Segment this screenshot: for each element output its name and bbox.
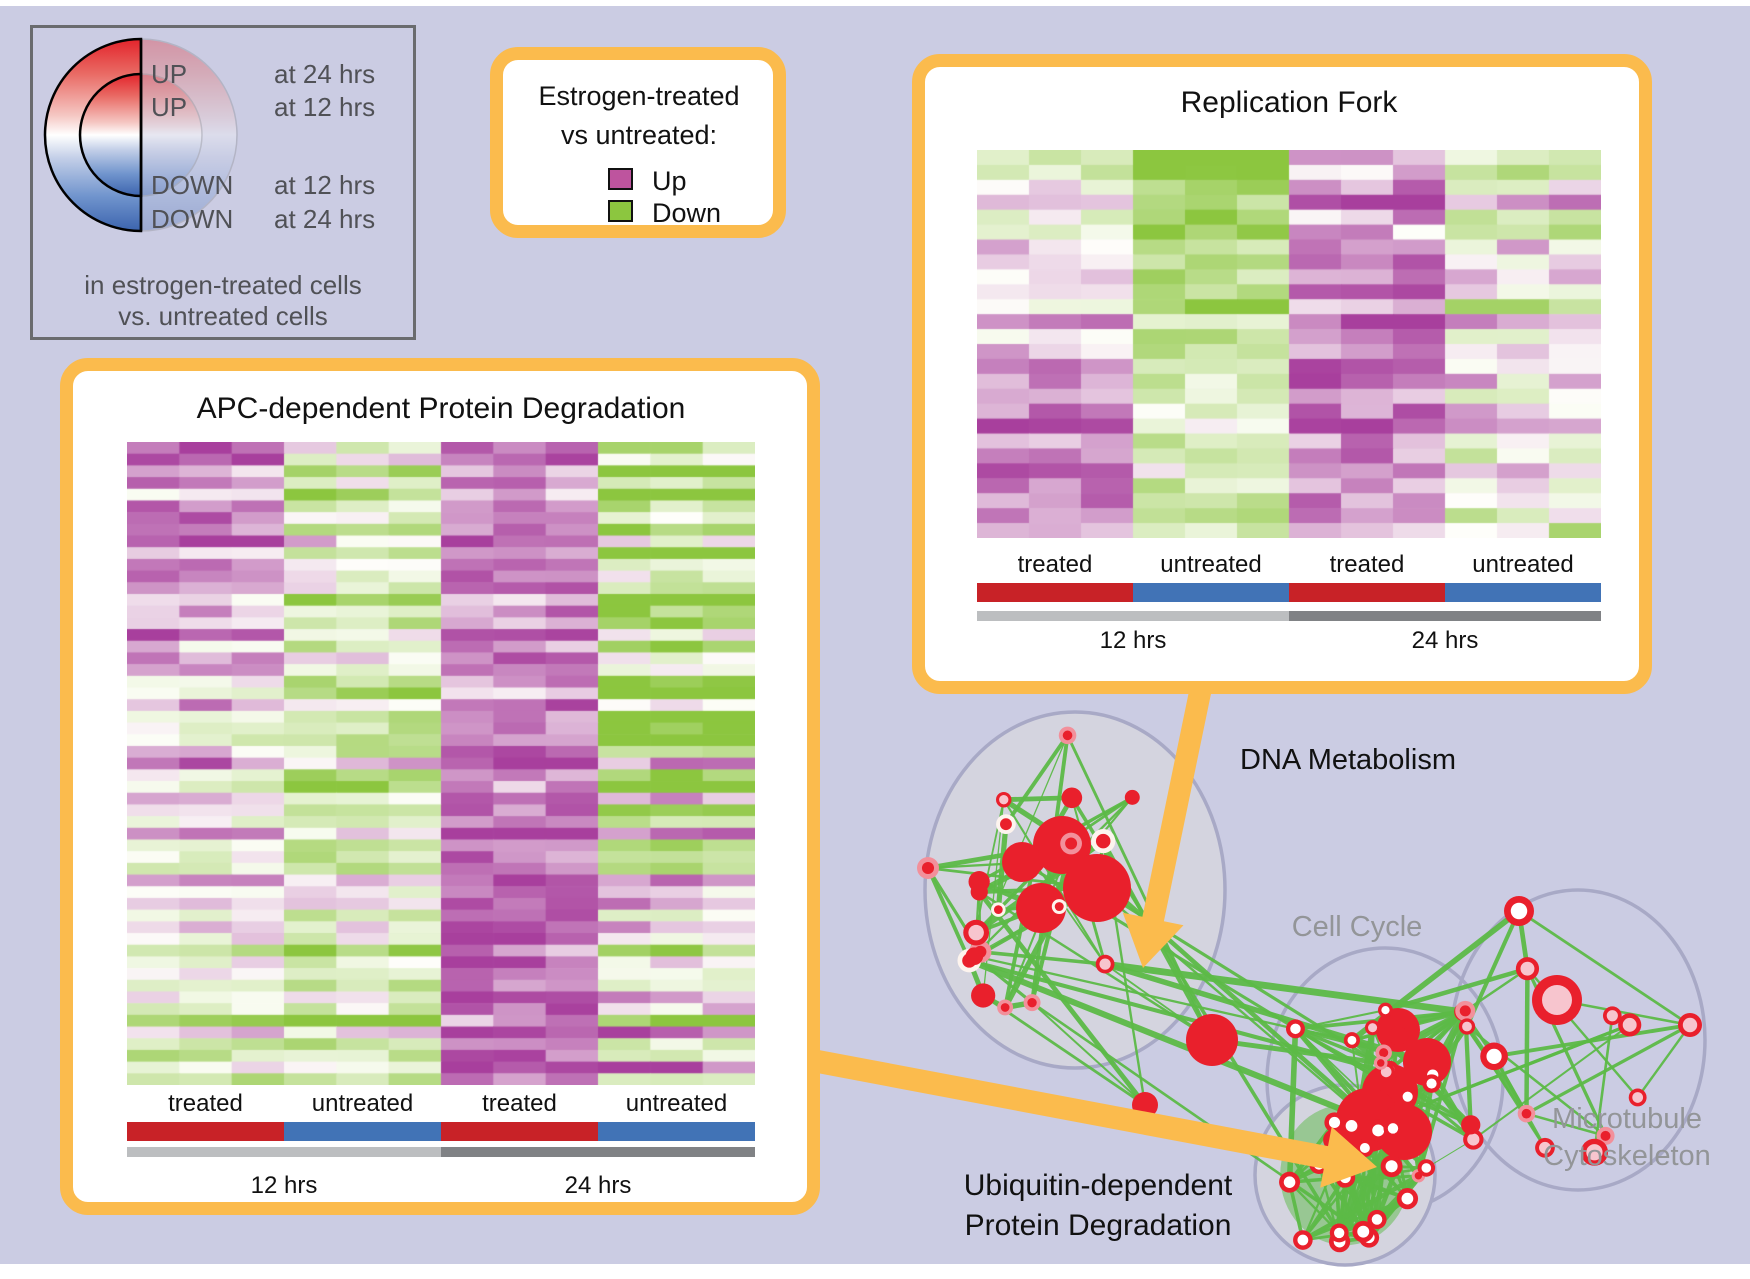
rf-timebar-24h: [1289, 611, 1601, 621]
legend-dir-down24: DOWN: [151, 204, 233, 235]
legend-caption-line1: in estrogen-treated cells: [33, 270, 413, 301]
legend-caption-line2: vs. untreated cells: [33, 301, 413, 332]
apc-heatmap: [127, 442, 755, 1085]
apc-col-label-untreated-24h: untreated: [598, 1090, 755, 1118]
cluster-label-cell-cycle: Cell Cycle: [1217, 911, 1497, 944]
apc-bar-untreated-24h: [598, 1122, 755, 1141]
apc-bar-treated-12h: [127, 1122, 284, 1141]
replication-fork-title: Replication Fork: [989, 86, 1589, 120]
apc-time-label-24h: 24 hrs: [498, 1172, 698, 1200]
rf-bar-treated-12h: [977, 583, 1133, 602]
apc-timebar-24h: [441, 1147, 755, 1157]
updown-legend-box: UP at 24 hrs UP at 12 hrs DOWN at 12 hrs…: [30, 25, 416, 340]
apc-col-label-treated-12h: treated: [127, 1090, 284, 1118]
legend-time-down24: at 24 hrs: [274, 204, 375, 235]
cluster-label-microtubule-line2: Cytoskeleton: [1477, 1140, 1750, 1173]
down-label: Down: [652, 198, 721, 229]
legend-dir-up24: UP: [151, 59, 187, 90]
apc-time-label-12h: 12 hrs: [184, 1172, 384, 1200]
legend-time-up24: at 24 hrs: [274, 59, 375, 90]
figure-canvas: UP at 24 hrs UP at 12 hrs DOWN at 12 hrs…: [0, 0, 1750, 1279]
rf-col-label-treated-24h: treated: [1289, 551, 1445, 579]
rf-time-label-12h: 12 hrs: [1033, 627, 1233, 655]
rf-col-label-treated-12h: treated: [977, 551, 1133, 579]
apc-col-label-untreated-12h: untreated: [284, 1090, 441, 1118]
rf-bar-treated-24h: [1289, 583, 1445, 602]
estrogen-color-legend: Estrogen-treated vs untreated: Up Down: [490, 47, 786, 238]
legend-time-up12: at 12 hrs: [274, 92, 375, 123]
apc-bar-untreated-12h: [284, 1122, 441, 1141]
down-color-swatch: [608, 200, 633, 222]
legend-dir-down12: DOWN: [151, 170, 233, 201]
apc-col-label-treated-24h: treated: [441, 1090, 598, 1118]
legend-dir-up12: UP: [151, 92, 187, 123]
legend-time-down12: at 12 hrs: [274, 170, 375, 201]
up-color-swatch: [608, 168, 633, 190]
rf-bar-untreated-24h: [1445, 583, 1601, 602]
rf-timebar-12h: [977, 611, 1289, 621]
rf-col-label-untreated-24h: untreated: [1445, 551, 1601, 579]
rf-bar-untreated-12h: [1133, 583, 1289, 602]
up-label: Up: [652, 166, 687, 197]
cluster-label-ubiquitin-line2: Protein Degradation: [948, 1209, 1248, 1243]
apc-title: APC-dependent Protein Degradation: [141, 392, 741, 426]
apc-bar-treated-24h: [441, 1122, 598, 1141]
color-legend-title-line1: Estrogen-treated: [503, 81, 775, 112]
cluster-label-ubiquitin-line1: Ubiquitin-dependent: [948, 1169, 1248, 1203]
rf-col-label-untreated-12h: untreated: [1133, 551, 1289, 579]
cluster-label-dna-metabolism: DNA Metabolism: [1148, 744, 1548, 777]
rf-time-label-24h: 24 hrs: [1345, 627, 1545, 655]
cluster-label-microtubule-line1: Microtubule: [1477, 1103, 1750, 1136]
apc-timebar-12h: [127, 1147, 441, 1157]
color-legend-title-line2: vs untreated:: [503, 120, 775, 151]
replication-fork-heatmap: [977, 150, 1601, 538]
